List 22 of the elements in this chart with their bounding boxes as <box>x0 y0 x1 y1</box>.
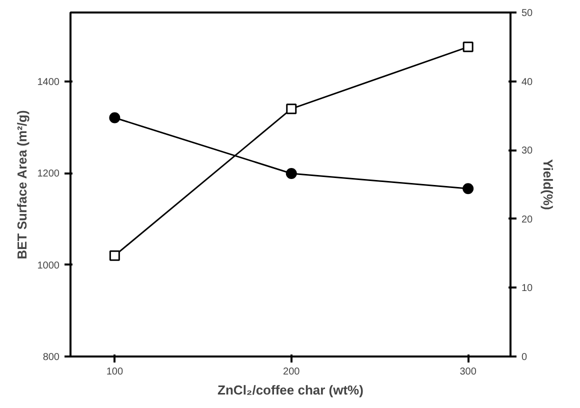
point <box>286 168 297 179</box>
y2-tick-label: 50 <box>522 8 534 19</box>
point <box>286 104 297 114</box>
y2-tick-label: 30 <box>522 146 534 157</box>
y2-tick-label: 10 <box>522 283 534 294</box>
y-tick-label: 1400 <box>37 76 60 88</box>
x-tick-label: 300 <box>460 366 477 378</box>
y-tick-label: 1000 <box>37 260 60 272</box>
y2-axis-title: Yield(%) <box>540 159 556 210</box>
y-tick-label: 1200 <box>37 168 60 180</box>
x-axis-title: ZnCl₂/coffee char (wt%) <box>218 382 364 398</box>
point <box>462 183 474 194</box>
y-axis-title: BET Surface Area (m²/g) <box>14 110 30 260</box>
point <box>109 250 120 261</box>
y2-tick-label: 0 <box>522 352 528 363</box>
point <box>462 42 474 52</box>
y2-tick-label: 20 <box>522 214 534 226</box>
x-tick-label: 100 <box>106 366 124 378</box>
y2-tick-label: 40 <box>522 76 534 88</box>
y-tick-label: 800 <box>42 352 60 363</box>
point <box>109 112 120 124</box>
x-tick-label: 200 <box>283 366 300 378</box>
